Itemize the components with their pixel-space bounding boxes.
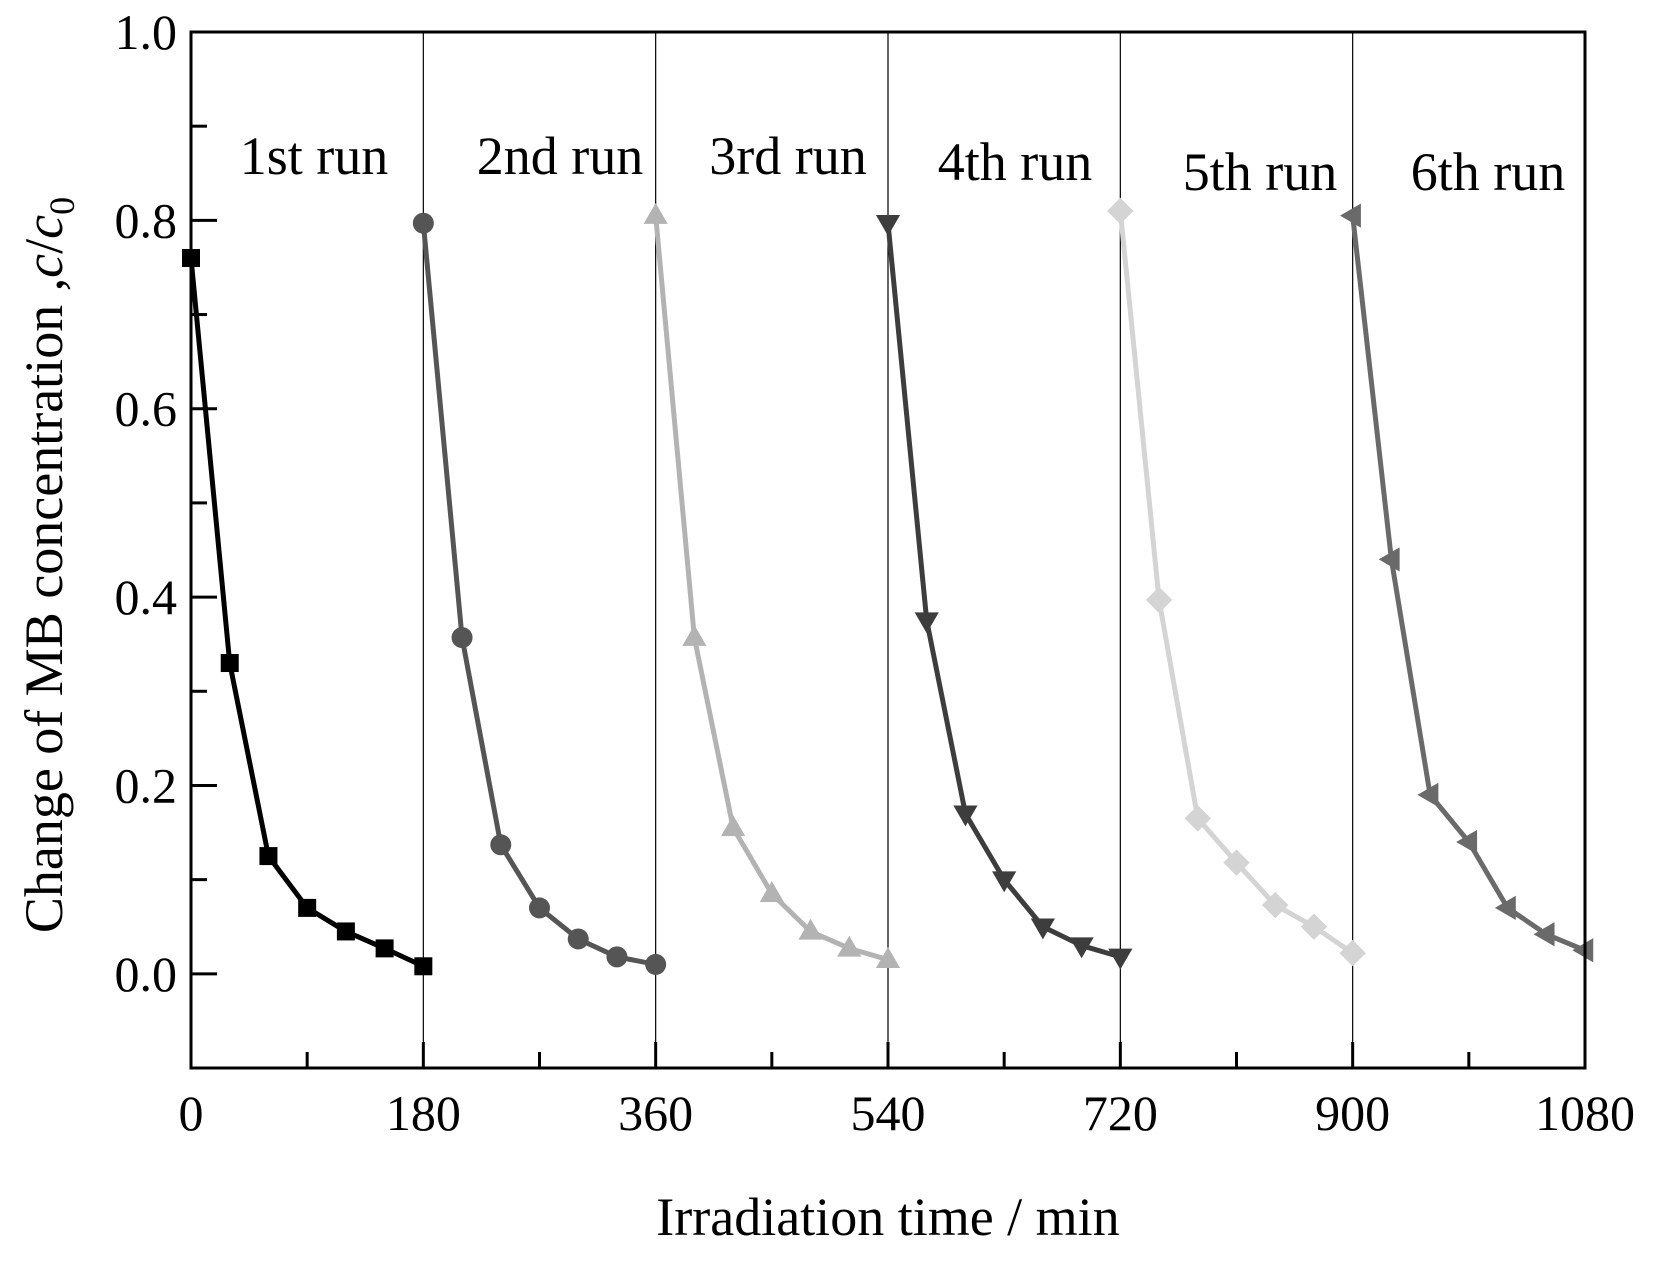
data-point-run-1: [375, 939, 394, 958]
y-axis-title-var-c: c: [14, 254, 74, 278]
data-point-run-1: [259, 847, 278, 866]
data-point-run-6: [1533, 922, 1555, 947]
x-tick-label: 720: [1083, 1085, 1158, 1141]
y-tick-label: 0.2: [115, 757, 178, 813]
data-point-run-5: [1107, 197, 1134, 225]
x-tick-label: 540: [851, 1085, 926, 1141]
data-point-run-1: [414, 957, 433, 976]
data-point-run-3: [759, 881, 784, 903]
data-point-run-4: [1108, 948, 1133, 970]
data-point-run-3: [682, 624, 707, 646]
data-point-run-3: [875, 947, 901, 968]
data-point-run-1: [336, 922, 355, 941]
run-labels: 1st run 2nd run 3rd run 4th run 5th run 6th r…: [240, 126, 1566, 202]
data-point-run-3: [837, 935, 862, 957]
data-point-run-6: [1494, 895, 1516, 920]
series-line-3: [653, 215, 889, 963]
data-point-run-2: [606, 946, 628, 968]
x-tick-label: 0: [179, 1085, 204, 1141]
data-point-run-4: [875, 214, 901, 236]
series-line-4: [885, 222, 1122, 960]
data-point-run-2: [490, 834, 512, 856]
data-point-run-5: [1184, 805, 1211, 832]
data-point-run-4: [1030, 918, 1055, 940]
run-label-2: 2nd run: [477, 126, 643, 186]
data-point-run-2: [645, 953, 667, 975]
run-label-4: 4th run: [938, 132, 1093, 192]
y-tick-label: 0.6: [115, 381, 178, 437]
y-axis-title-subscript: 0: [42, 197, 82, 215]
x-tick-label: 900: [1315, 1085, 1390, 1141]
series-line-5: [1117, 210, 1355, 956]
run-label-3: 3rd run: [709, 126, 866, 186]
axis-ticks: [189, 30, 1587, 1068]
data-point-run-3: [798, 918, 823, 940]
y-tick-label: 0.0: [115, 946, 178, 1002]
data-point-run-3: [721, 815, 746, 837]
data-point-run-6: [1417, 782, 1439, 807]
y-axis-title-prefix: Change of MB concentration ,: [14, 278, 74, 933]
x-tick-label: 1080: [1535, 1085, 1635, 1141]
data-point-run-2: [567, 928, 589, 950]
data-point-run-1: [220, 654, 239, 673]
data-point-run-6: [1456, 829, 1478, 855]
data-point-run-4: [992, 871, 1017, 893]
data-point-run-3: [643, 203, 668, 224]
x-tick-label: 180: [386, 1085, 461, 1141]
data-point-run-5: [1300, 913, 1328, 940]
data-point-run-6: [1340, 203, 1361, 228]
x-tick-label: 360: [618, 1085, 693, 1141]
data-point-run-2: [451, 627, 473, 649]
y-tick-label: 0.8: [115, 192, 178, 248]
y-tick-label: 0.4: [115, 569, 178, 625]
y-axis-title-slash: /: [14, 239, 74, 254]
data-point-run-5: [1223, 849, 1250, 876]
data-point-run-4: [914, 612, 939, 634]
x-axis-title: Irradiation time / min: [656, 1187, 1119, 1247]
data-point-run-5: [1145, 586, 1173, 614]
data-point-run-6: [1378, 547, 1400, 572]
data-point-run-2: [529, 897, 550, 919]
y-axis-title: Change of MB concentration ,c/c0: [14, 197, 82, 933]
data-point-run-1: [298, 898, 317, 917]
data-point-run-6: [1572, 938, 1594, 963]
data-point-run-4: [953, 805, 978, 827]
series-line-2: [420, 222, 657, 967]
run-label-1: 1st run: [240, 126, 389, 186]
y-tick-label: 1.0: [115, 4, 178, 60]
run-label-6: 6th run: [1411, 142, 1566, 202]
y-axis-title-var-c0: c: [14, 215, 74, 239]
data-point-run-5: [1339, 939, 1366, 967]
series-line-1: [188, 257, 425, 969]
run-label-5: 5th run: [1183, 142, 1338, 202]
tick-labels: 0 180 360 540 720 900 1080 0.0 0.2 0.4 0.6 0.8 1.0: [115, 4, 1636, 1141]
data-point-run-5: [1262, 891, 1289, 919]
data-point-run-4: [1069, 937, 1094, 959]
data-point-run-2: [412, 212, 434, 234]
